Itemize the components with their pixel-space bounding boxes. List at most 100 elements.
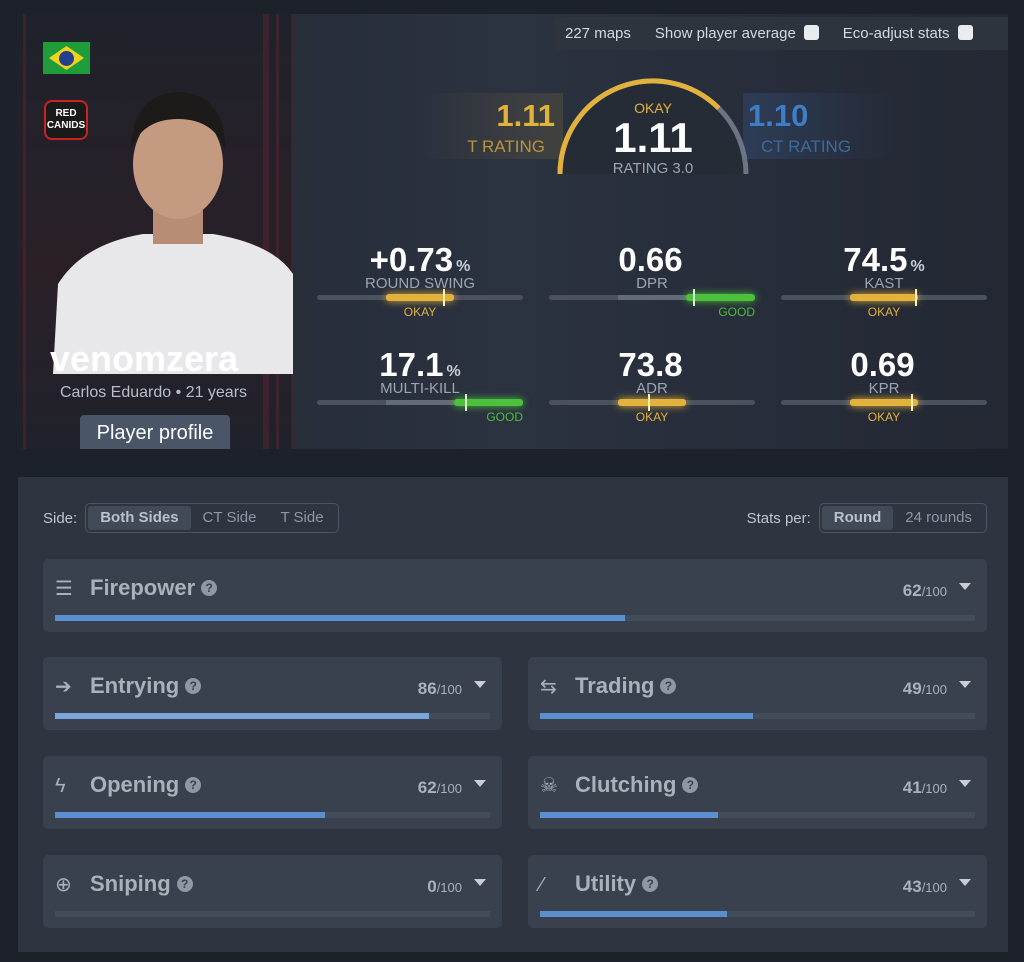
player-realname-age: Carlos Eduardo • 21 years	[60, 384, 248, 401]
stat-bar-zone	[849, 294, 919, 301]
rating-gauge	[557, 78, 749, 175]
per-option-24-rounds[interactable]: 24 rounds	[905, 509, 972, 526]
maps-count: 227 maps	[565, 25, 631, 42]
category-score: 86/100	[417, 679, 462, 698]
stat-bar	[549, 289, 755, 306]
per-option-round[interactable]: Round	[821, 506, 894, 530]
stat-unit: %	[910, 258, 925, 275]
stat-value: 0.69	[850, 346, 915, 383]
category-score-bar	[55, 713, 490, 719]
side-option-t-side[interactable]: T Side	[280, 509, 324, 526]
expand-caret-icon[interactable]	[474, 681, 486, 688]
eco-adjust-label: Eco-adjust stats	[842, 25, 950, 42]
help-icon[interactable]: ?	[176, 876, 193, 892]
help-icon[interactable]: ?	[185, 678, 202, 694]
help-icon[interactable]: ?	[660, 678, 677, 694]
grenade-icon: ⁄	[540, 874, 544, 896]
category-score-fill	[540, 911, 728, 917]
category-score: 0/100	[427, 877, 462, 896]
stat-bar	[549, 394, 755, 411]
help-icon[interactable]: ?	[642, 876, 659, 892]
expand-caret-icon[interactable]	[959, 681, 971, 688]
help-icon[interactable]: ?	[185, 777, 202, 793]
ct-rating: 1.10 CT RATING	[743, 93, 893, 159]
stat-label: MULTI-KILL	[380, 380, 460, 397]
rating-grade: OKAY	[634, 100, 672, 116]
stat-bar-zone	[849, 399, 919, 406]
category-firepower[interactable]: ☰ Firepower? 62/100	[43, 559, 987, 632]
side-option-ct-side[interactable]: CT Side	[202, 509, 257, 526]
category-title: Firepower	[90, 575, 196, 600]
category-score: 43/100	[902, 877, 947, 896]
country-flag-icon	[43, 42, 90, 74]
stat-bar-marker	[914, 289, 917, 306]
category-title: Entrying	[90, 673, 180, 698]
category-utility[interactable]: ⁄ Utility? 43/100	[528, 855, 987, 928]
firepower-icon: ☰	[55, 578, 73, 600]
stat-adr: 73.8 ADR OKAY	[549, 346, 755, 424]
eco-adjust-checkbox[interactable]	[957, 25, 973, 40]
stat-bar	[317, 394, 523, 411]
player-profile-button[interactable]: Player profile	[80, 415, 230, 449]
stat-grade: OKAY	[867, 410, 901, 424]
category-title: Trading	[575, 673, 655, 698]
stat-bar-marker	[465, 394, 468, 411]
category-score-fill	[55, 812, 325, 818]
stat-value: 0.66	[618, 241, 683, 278]
category-score: 41/100	[902, 778, 947, 797]
category-entrying[interactable]: ➔ Entrying? 86/100	[43, 657, 502, 730]
category-score-bar	[540, 812, 975, 818]
stat-bar-marker	[442, 289, 445, 306]
category-score-bar	[55, 615, 975, 621]
category-trading[interactable]: ⇆ Trading? 49/100	[528, 657, 987, 730]
lightning-icon: ϟ	[55, 775, 66, 797]
side-option-both-sides[interactable]: Both Sides	[88, 506, 191, 530]
expand-caret-icon[interactable]	[474, 879, 486, 886]
category-title: Clutching	[575, 772, 677, 797]
stat-bar	[781, 289, 987, 306]
category-score-fill	[55, 615, 626, 621]
expand-caret-icon[interactable]	[959, 583, 971, 590]
category-sniping[interactable]: ⊕ Sniping? 0/100	[43, 855, 502, 928]
trade-arrows-icon: ⇆	[540, 676, 557, 698]
stat-round-swing: +0.73% ROUND SWING OKAY	[317, 241, 523, 319]
player-photo	[53, 92, 293, 374]
help-icon[interactable]: ?	[682, 777, 699, 793]
stats-per-toggle: Round 24 rounds	[818, 503, 987, 533]
stat-value: +0.73	[369, 241, 454, 278]
stats-panel: Side: Both Sides CT Side T Side Stats per:…	[18, 477, 1008, 952]
stat-bar-marker	[910, 394, 913, 411]
team-logo[interactable]: RED CANIDS	[44, 100, 88, 140]
stat-unit: %	[456, 258, 471, 275]
rating-label: RATING 3.0	[612, 160, 694, 177]
expand-caret-icon[interactable]	[474, 780, 486, 787]
stat-grade: OKAY	[635, 410, 669, 424]
entry-icon: ➔	[55, 676, 72, 698]
show-average-checkbox[interactable]	[803, 25, 819, 40]
expand-caret-icon[interactable]	[959, 879, 971, 886]
stat-bar-zone	[686, 294, 755, 301]
category-score-fill	[540, 812, 719, 818]
rating-value: 1.11	[613, 114, 693, 161]
stat-kpr: 0.69 KPR OKAY	[781, 346, 987, 424]
eco-adjust-toggle[interactable]: Eco-adjust stats	[843, 25, 973, 42]
player-overview: RED CANIDS venomzera Carlos Eduardo • 21 …	[18, 14, 1008, 449]
side-toggle: Both Sides CT Side T Side	[85, 503, 339, 533]
show-average-label: Show player average	[654, 25, 796, 42]
stat-grade: OKAY	[867, 305, 901, 319]
t-rating-value: 1.11	[496, 98, 555, 133]
category-title: Opening	[90, 772, 180, 797]
ct-rating-value: 1.10	[748, 98, 809, 133]
stat-kast: 74.5% KAST OKAY	[781, 241, 987, 319]
stat-value: 17.1	[379, 346, 444, 383]
help-icon[interactable]: ?	[201, 580, 218, 596]
expand-caret-icon[interactable]	[959, 780, 971, 787]
category-clutching[interactable]: ☠ Clutching? 41/100	[528, 756, 987, 829]
category-score-bar	[540, 713, 975, 719]
category-opening[interactable]: ϟ Opening? 62/100	[43, 756, 502, 829]
category-score-fill	[540, 713, 754, 719]
show-player-average-toggle[interactable]: Show player average	[655, 25, 819, 42]
stat-value: 74.5	[843, 241, 908, 278]
stat-bar-zone	[454, 399, 523, 406]
category-score: 62/100	[902, 581, 947, 600]
